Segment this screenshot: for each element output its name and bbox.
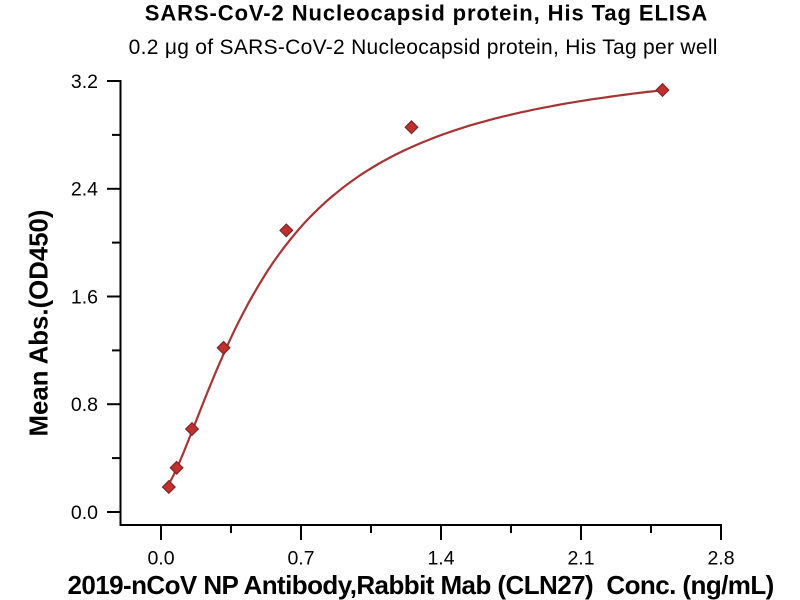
- svg-text:1.4: 1.4: [427, 547, 454, 569]
- svg-text:0.0: 0.0: [147, 547, 174, 569]
- svg-text:1.6: 1.6: [71, 286, 98, 308]
- svg-text:2019-nCoV NP Antibody,Rabbit M: 2019-nCoV NP Antibody,Rabbit Mab (CLN27)…: [67, 570, 773, 600]
- svg-text:0.2 μg of SARS-CoV-2 Nucleocap: 0.2 μg of SARS-CoV-2 Nucleocapsid protei…: [129, 36, 718, 59]
- svg-text:SARS-CoV-2 Nucleocapsid protei: SARS-CoV-2 Nucleocapsid protein, His Tag…: [145, 1, 708, 26]
- svg-text:0.8: 0.8: [71, 394, 98, 416]
- svg-text:Mean Abs.(OD450): Mean Abs.(OD450): [26, 210, 54, 437]
- svg-text:2.4: 2.4: [71, 179, 98, 201]
- svg-text:0.0: 0.0: [71, 502, 98, 524]
- svg-text:2.1: 2.1: [567, 547, 594, 569]
- svg-text:0.7: 0.7: [287, 547, 314, 569]
- svg-text:3.2: 3.2: [71, 71, 98, 93]
- svg-text:2.8: 2.8: [707, 547, 734, 569]
